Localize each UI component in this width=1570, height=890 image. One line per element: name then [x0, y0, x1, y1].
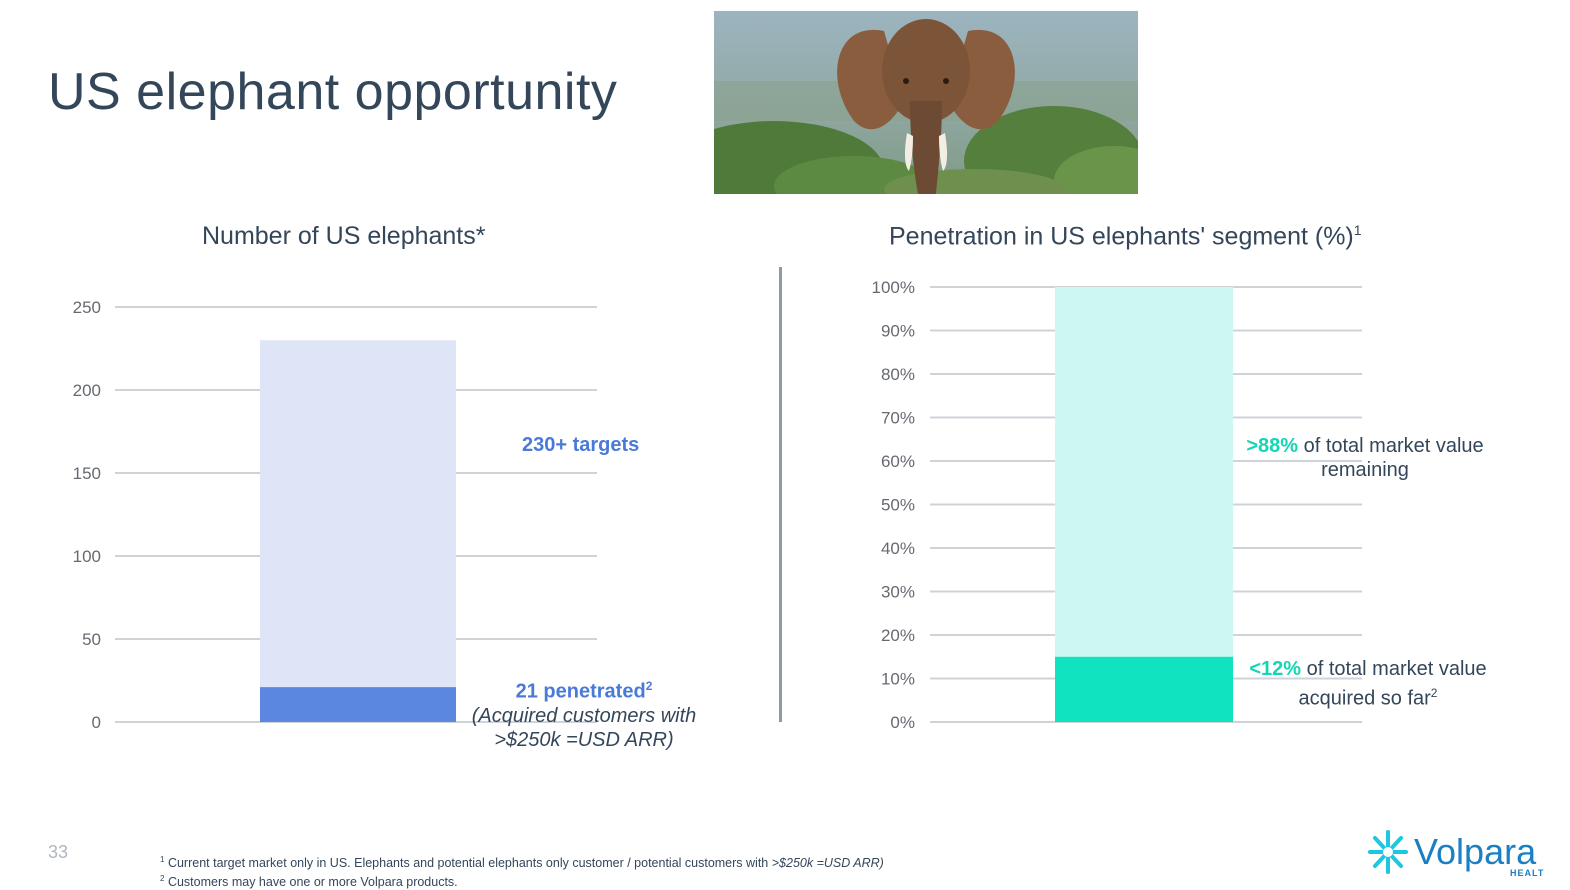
footnote-1-italic: >$250k =USD ARR): [771, 856, 884, 871]
chart2-ytick-label: 100%: [872, 278, 915, 297]
remaining-annotation: >88% of total market value remaining: [1236, 434, 1494, 482]
remaining-line1: of total market value: [1298, 435, 1484, 457]
chart-divider: [779, 267, 782, 722]
chart2-ytick-label: 70%: [881, 409, 915, 428]
logo-sub: HEALTH: [1510, 868, 1544, 878]
chart2-title: Penetration in US elephants' segment (%)…: [889, 222, 1362, 251]
targets-label: 230+ targets: [522, 434, 640, 456]
chart2-ytick-label: 60%: [881, 452, 915, 471]
penetrated-note-line1: (Acquired customers with: [471, 704, 697, 727]
footnote-2-text: Customers may have one or more Volpara p…: [167, 875, 458, 890]
page-title: US elephant opportunity: [48, 63, 618, 121]
chart2-ytick-label: 80%: [881, 365, 915, 384]
chart1-title: Number of US elephants*: [202, 222, 486, 250]
logo-name: Volpara: [1414, 831, 1537, 872]
chart2-title-text: Penetration in US elephants' segment (%): [889, 222, 1354, 251]
footnote-1: 1 Current target market only in US. Elep…: [160, 852, 884, 871]
remaining-highlight: >88%: [1246, 435, 1299, 457]
chart1-ytick-label: 200: [73, 381, 101, 400]
chart1-ytick-label: 150: [73, 464, 101, 483]
chart2-ytick-label: 30%: [881, 583, 915, 602]
volpara-logo-mark-icon: Volpara HEALTH: [1368, 830, 1551, 878]
footnote-1-mark: 1: [160, 855, 165, 864]
chart2-ytick-label: 40%: [881, 539, 915, 558]
chart2-bar-remaining: [1055, 287, 1233, 657]
acquired-line2: acquired so far: [1298, 687, 1431, 710]
elephant-photo: [714, 11, 1138, 194]
footnote-2-mark: 2: [160, 874, 165, 884]
footnotes: 1 Current target market only in US. Elep…: [160, 852, 884, 890]
penetrated-label: 21 penetrated: [515, 680, 646, 703]
chart1-ytick-label: 0: [92, 713, 101, 732]
acquired-line1: of total market value: [1301, 658, 1487, 680]
chart2-bar-acquired: [1055, 656, 1233, 722]
chart1-ytick-label: 100: [73, 547, 101, 566]
chart2-title-footnote-mark: 1: [1353, 222, 1362, 238]
chart2-ytick-label: 0%: [890, 713, 915, 732]
chart2-ytick-label: 50%: [881, 496, 915, 515]
chart1-svg: 0 50 100 150 200 250: [73, 298, 597, 732]
chart2-ytick-label: 90%: [881, 322, 915, 341]
acquired-highlight: <12%: [1249, 658, 1302, 680]
chart1-bar-penetrated: [260, 687, 456, 722]
penetrated-note-line2: >$250k =USD ARR): [494, 728, 674, 751]
footnote-1-text: Current target market only in US. Elepha…: [167, 856, 772, 871]
acquired-footnote-mark: 2: [1430, 686, 1438, 700]
penetrated-footnote-mark: 2: [645, 679, 653, 693]
volpara-logo: Volpara HEALTH: [1364, 826, 1551, 878]
chart2-ytick-label: 10%: [881, 670, 915, 689]
penetrated-annotation: 21 penetrated2 (Acquired customers with …: [460, 674, 708, 752]
chart1-bar-targets: [260, 340, 456, 722]
footnote-2: 2 Customers may have one or more Volpara…: [160, 871, 884, 890]
chart1-ytick-label: 50: [82, 630, 101, 649]
page-number: 33: [48, 842, 69, 862]
acquired-annotation: <12% of total market value acquired so f…: [1238, 657, 1498, 711]
chart1-ytick-label: 250: [73, 298, 101, 317]
chart2-svg: 0% 10% 20% 30% 40% 50% 60% 70% 80% 90% 100%: [872, 278, 1362, 732]
remaining-line2: remaining: [1321, 459, 1409, 481]
chart2-ytick-label: 20%: [881, 626, 915, 645]
